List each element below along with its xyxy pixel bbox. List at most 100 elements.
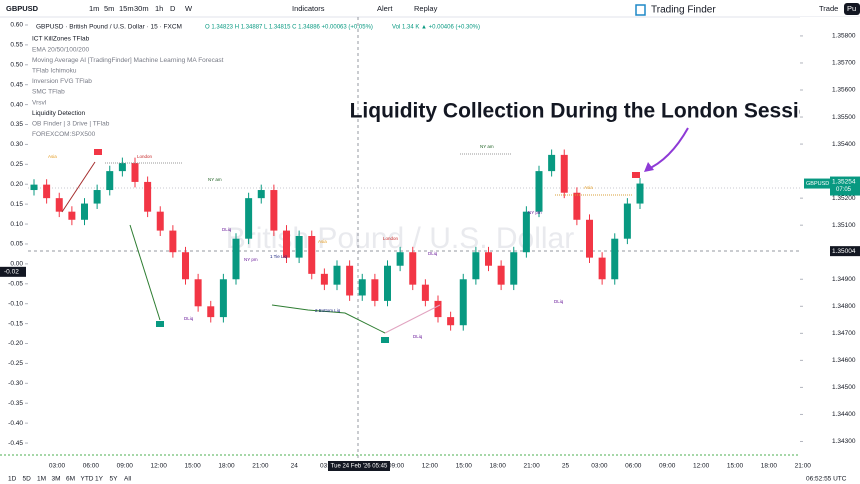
candle-body	[245, 198, 253, 239]
y2-tick-label: 0.00	[10, 261, 23, 268]
x-tick-label: 15:00	[184, 463, 201, 470]
symbol-tag-box	[804, 178, 830, 189]
user-avatar[interactable]	[844, 3, 860, 15]
alert-button[interactable]: Alert	[377, 4, 393, 13]
candle-body	[93, 190, 101, 204]
crosshair-pct: -0.02	[4, 269, 19, 276]
y-tick-label: 1.35600	[832, 87, 856, 94]
candle-body	[586, 219, 593, 258]
legend-volume: Vol 1.34 K ▲ +0.00406 (+0.30%)	[392, 25, 480, 31]
x-tick-label: 15:00	[727, 463, 744, 470]
indicator-name: OB Finder | 3 Drive | TFlab	[32, 121, 110, 128]
interval-button[interactable]: 5m	[104, 4, 114, 13]
candle-body	[283, 230, 290, 258]
range-button[interactable]: 1Y	[95, 476, 104, 483]
candle-body	[573, 192, 581, 220]
headline: Liquidity Collection During the London S…	[350, 100, 825, 123]
candle-body	[333, 265, 341, 285]
y-tick-label: 1.35200	[832, 195, 856, 202]
y2-tick-label: 0.05	[10, 241, 23, 248]
x-tick-label: 12:00	[422, 463, 439, 470]
interval-button[interactable]: D	[170, 4, 176, 13]
x-tick-label: 09:00	[388, 463, 405, 470]
y-tick-label: 1.34300	[832, 438, 856, 445]
y-tick-label: 1.35100	[832, 222, 856, 229]
x-tick-label: 03:00	[591, 463, 608, 470]
interval-button[interactable]: 15m	[119, 4, 134, 13]
y2-tick-label: 0.50	[10, 62, 23, 69]
annotation: DLiq	[222, 227, 232, 232]
candle-body	[68, 211, 76, 220]
liq-line	[384, 304, 441, 334]
candle-body	[522, 211, 530, 253]
candle-body	[219, 279, 227, 318]
y-tick-label: 1.35800	[832, 33, 856, 40]
symbol-button[interactable]: GBPUSD	[6, 4, 39, 13]
indicator-name: Moving Average AI [TradingFinder] Machin…	[32, 57, 224, 64]
candle-body	[497, 265, 505, 285]
x-tick-label: 25	[562, 463, 570, 470]
x-tick-label: 06:00	[625, 463, 642, 470]
y2-tick-label: 0.15	[10, 201, 23, 208]
y2-tick-label: -0.20	[8, 340, 23, 347]
annotation: 2 Bottom Liq	[315, 308, 341, 313]
countdown: 07:05	[836, 187, 852, 193]
annotation: NY am	[480, 144, 494, 149]
indicator-name: Liquidity Detection	[32, 110, 85, 117]
y2-tick-label: -0.10	[8, 300, 23, 307]
indicator-name: Vrsvl	[32, 99, 47, 106]
candle-body	[270, 190, 278, 231]
trade-button[interactable]: Trade	[819, 4, 838, 13]
y2-tick-label: 0.35	[10, 121, 23, 128]
y2-tick-label: 0.10	[10, 221, 23, 228]
candle-body	[81, 203, 88, 220]
x-tick-label: 18:00	[761, 463, 778, 470]
x-tick-label: 12:00	[693, 463, 710, 470]
range-button[interactable]: 5Y	[110, 476, 119, 483]
range-button[interactable]: All	[124, 476, 132, 483]
replay-button[interactable]: Replay	[414, 4, 438, 13]
x-tick-label: 21:00	[523, 463, 540, 470]
x-tick-label: 09:00	[659, 463, 676, 470]
candle-body	[55, 198, 63, 212]
symbol-tag: GBPUSD	[806, 181, 829, 187]
annotation: Asia	[584, 185, 593, 190]
y2-tick-label: 0.40	[10, 101, 23, 108]
annotation: DLiq	[184, 316, 194, 321]
crosshair-time-box	[328, 461, 390, 471]
last-price-box	[830, 176, 860, 196]
crosshair-pct-box	[0, 266, 26, 277]
annotation: DLiq	[413, 334, 423, 339]
x-tick-label: 18:00	[490, 463, 507, 470]
interval-button[interactable]: 30m	[134, 4, 149, 13]
interval-button[interactable]: 1h	[155, 4, 163, 13]
annotation: NY am	[208, 177, 222, 182]
candle-body	[346, 265, 354, 296]
crosshair-price: 1.35004	[832, 248, 856, 255]
candle-body	[118, 163, 126, 172]
indicator-name: SMC TFlab	[32, 89, 65, 96]
interval-button[interactable]: W	[185, 4, 193, 13]
interval-button[interactable]: 1m	[89, 4, 99, 13]
crosshair-price-box	[830, 246, 860, 257]
y2-tick-label: -0.35	[8, 400, 23, 407]
arrow-head	[644, 162, 654, 172]
range-button[interactable]: 3M	[52, 476, 61, 483]
range-button[interactable]: 6M	[66, 476, 75, 483]
candle-body	[598, 257, 606, 280]
candle-body	[156, 211, 164, 231]
y2-tick-label: -0.05	[8, 281, 23, 288]
candle-body	[409, 252, 417, 285]
annotation: NY pm	[244, 257, 258, 262]
x-tick-label: 09:00	[117, 463, 134, 470]
range-button[interactable]: 1D	[8, 476, 17, 483]
range-button[interactable]: YTD	[81, 476, 94, 483]
range-button[interactable]: 5D	[23, 476, 32, 483]
y2-tick-label: 0.55	[10, 42, 23, 49]
liq-line	[271, 304, 386, 334]
candle-body	[434, 300, 442, 318]
range-button[interactable]: 1M	[37, 476, 46, 483]
candle-body	[485, 252, 492, 266]
indicators-button[interactable]: Indicators	[292, 4, 325, 13]
